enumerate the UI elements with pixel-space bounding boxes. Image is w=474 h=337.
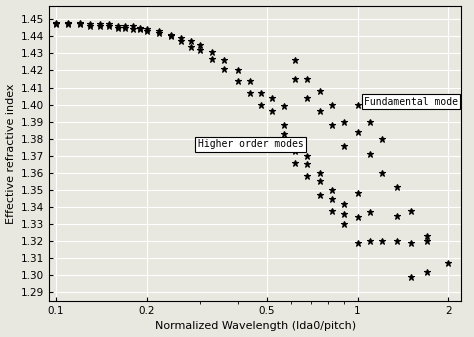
Y-axis label: Effective refractive index: Effective refractive index xyxy=(6,83,16,223)
X-axis label: Normalized Wavelength (lda0/pitch): Normalized Wavelength (lda0/pitch) xyxy=(155,321,356,332)
Text: Fundamental mode: Fundamental mode xyxy=(364,97,458,106)
Text: Higher order modes: Higher order modes xyxy=(198,139,303,149)
